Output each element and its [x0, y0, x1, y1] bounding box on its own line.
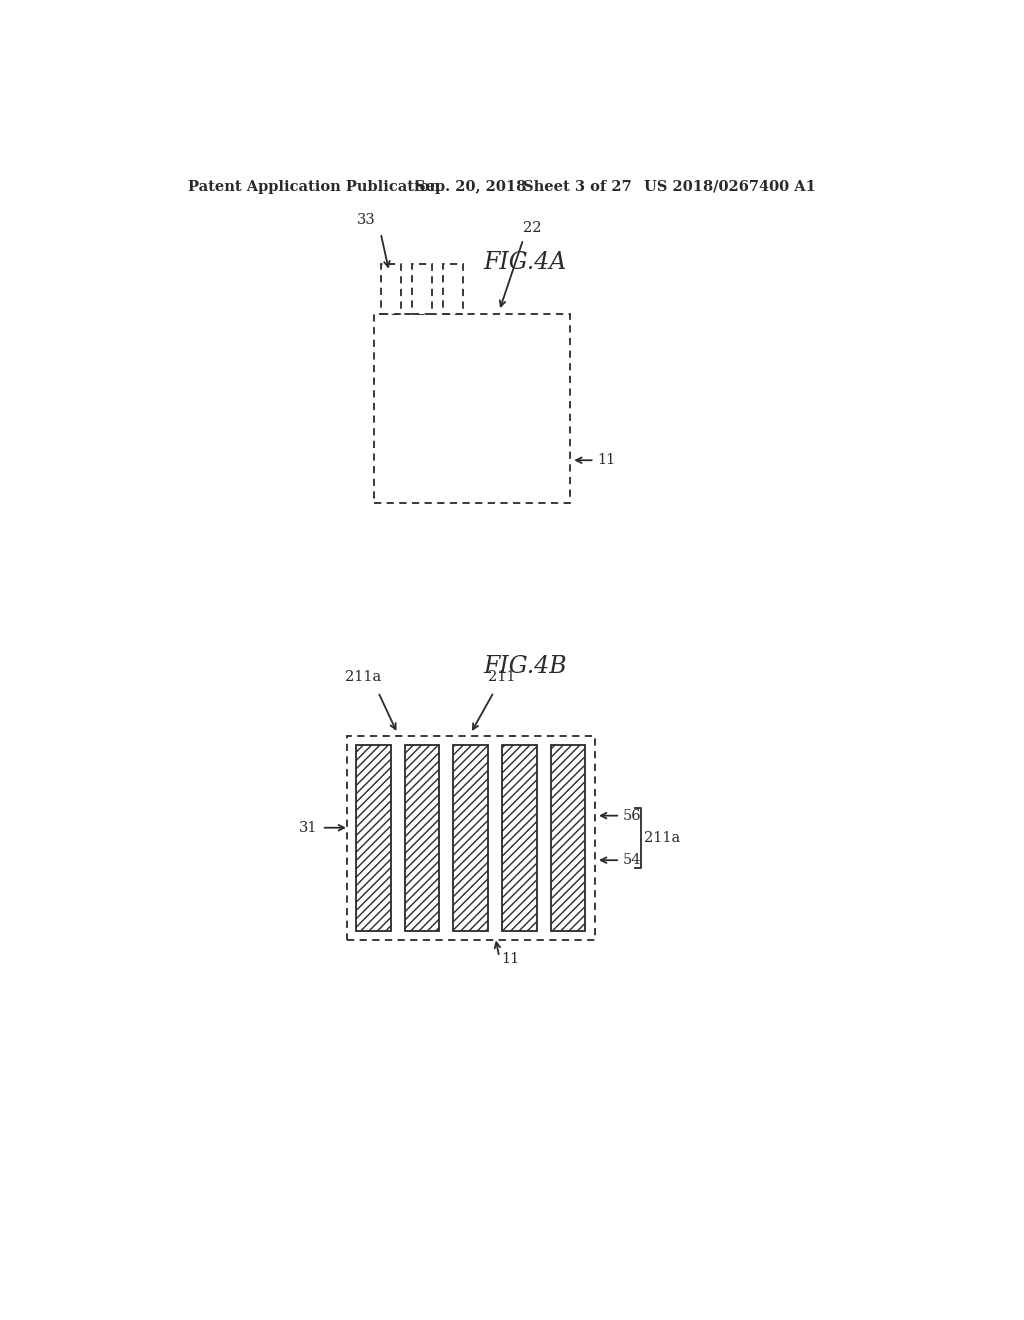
Text: 31: 31 — [299, 821, 317, 834]
Text: 211: 211 — [487, 669, 515, 684]
Bar — [454, 744, 487, 931]
Bar — [442, 264, 463, 314]
Bar — [381, 264, 400, 314]
Text: Patent Application Publication: Patent Application Publication — [188, 180, 440, 194]
Text: 56: 56 — [623, 809, 641, 822]
Bar — [356, 744, 390, 931]
Text: 211a: 211a — [644, 830, 680, 845]
Text: 11: 11 — [502, 952, 520, 966]
Text: 211a: 211a — [344, 669, 381, 684]
Bar — [346, 737, 595, 940]
Text: 33: 33 — [356, 213, 376, 227]
Text: FIG.4A: FIG.4A — [483, 251, 566, 273]
Text: Sep. 20, 2018: Sep. 20, 2018 — [415, 180, 526, 194]
Text: Sheet 3 of 27: Sheet 3 of 27 — [523, 180, 632, 194]
Bar — [375, 314, 569, 503]
Bar — [404, 744, 439, 931]
Text: 54: 54 — [623, 853, 641, 867]
Bar — [551, 744, 586, 931]
Text: US 2018/0267400 A1: US 2018/0267400 A1 — [644, 180, 816, 194]
Text: 11: 11 — [597, 453, 615, 467]
Bar — [412, 264, 432, 314]
Bar — [502, 744, 537, 931]
Text: 22: 22 — [523, 220, 542, 235]
Text: FIG.4B: FIG.4B — [483, 655, 566, 678]
